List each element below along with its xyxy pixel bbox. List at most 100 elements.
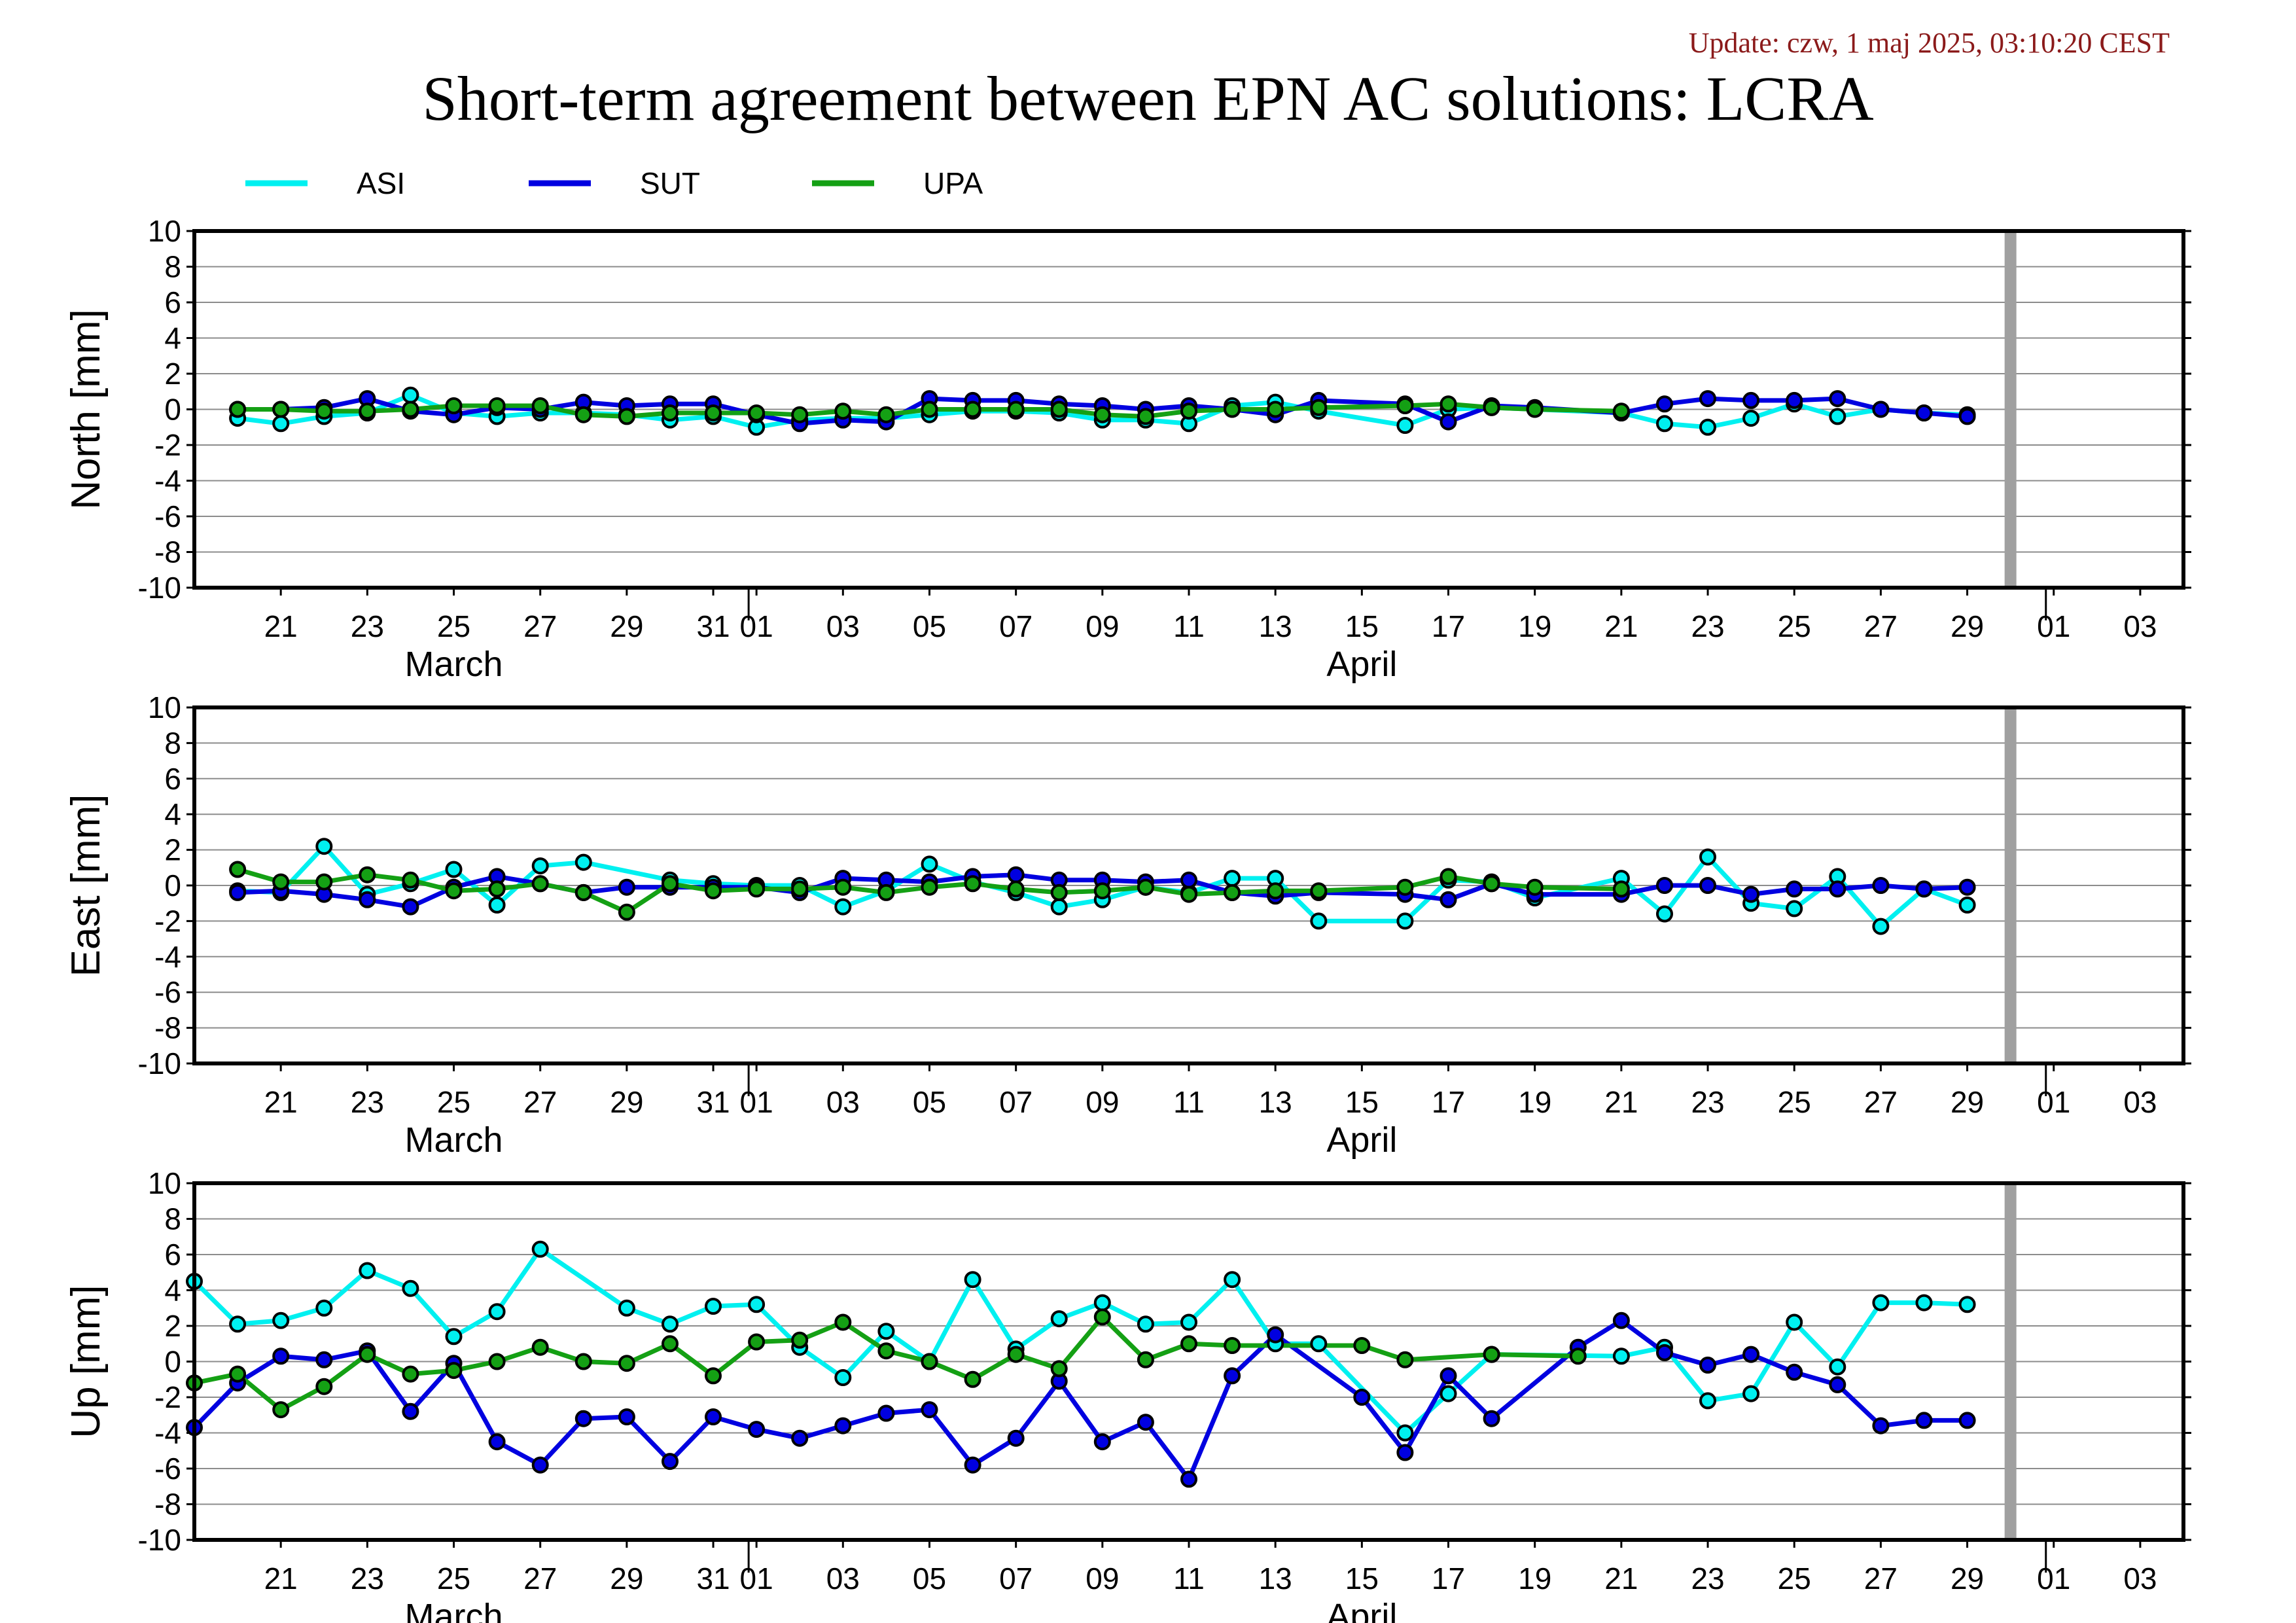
data-point-sut xyxy=(921,1401,938,1419)
data-point-upa xyxy=(531,1338,549,1356)
data-point-upa xyxy=(272,401,290,418)
x-tick-label: 01 xyxy=(2037,1561,2070,1596)
data-point-asi xyxy=(1786,1313,1803,1331)
data-point-upa xyxy=(531,875,549,893)
data-point-sut xyxy=(1180,1471,1197,1488)
data-point-upa xyxy=(662,875,679,893)
data-point-upa xyxy=(315,873,333,891)
data-point-upa xyxy=(1310,882,1328,900)
x-tick-label: 31 xyxy=(696,1085,730,1119)
data-point-upa xyxy=(1224,1337,1241,1354)
data-point-sut xyxy=(1483,1410,1500,1427)
data-point-asi xyxy=(1915,1294,1933,1311)
x-tick-label: 15 xyxy=(1345,1561,1379,1596)
month-label: March xyxy=(405,1120,503,1160)
y-tick-label: 8 xyxy=(164,1202,181,1236)
x-tick-label: 05 xyxy=(913,1561,946,1596)
x-tick-label: 19 xyxy=(1518,1561,1551,1596)
data-point-sut xyxy=(1786,1363,1803,1381)
data-point-sut xyxy=(1699,390,1716,408)
data-gap-bar xyxy=(2004,707,2017,1063)
y-tick-label: -6 xyxy=(154,975,181,1009)
data-point-upa xyxy=(1137,408,1154,425)
data-point-upa xyxy=(921,1353,938,1370)
y-tick-label: -8 xyxy=(154,1488,181,1522)
x-tick-label: 27 xyxy=(523,1085,557,1119)
data-point-asi xyxy=(402,386,419,404)
x-tick-label: 09 xyxy=(1086,1085,1119,1119)
y-tick-label: 8 xyxy=(164,726,181,760)
data-point-sut xyxy=(1872,877,1890,894)
x-tick-label: 17 xyxy=(1432,1085,1465,1119)
data-point-asi xyxy=(272,1311,290,1329)
x-tick-label: 09 xyxy=(1086,1561,1119,1596)
data-point-upa xyxy=(402,1365,419,1383)
x-tick-label: 29 xyxy=(610,1085,643,1119)
data-point-upa xyxy=(1180,885,1197,903)
data-point-sut xyxy=(574,1410,592,1427)
data-point-asi xyxy=(1050,898,1068,916)
data-point-asi xyxy=(1699,418,1716,436)
data-point-asi xyxy=(748,1296,766,1313)
y-tick-label: 8 xyxy=(164,250,181,284)
data-point-sut xyxy=(1439,1367,1457,1385)
data-point-sut xyxy=(1915,880,1933,898)
y-tick-label: 10 xyxy=(148,214,181,248)
data-point-upa xyxy=(877,1342,895,1360)
data-point-sut xyxy=(1267,1326,1284,1344)
data-point-upa xyxy=(1137,1351,1154,1368)
data-point-upa xyxy=(1007,1346,1025,1363)
data-point-sut xyxy=(618,878,635,896)
y-tick-label: -2 xyxy=(154,1380,181,1414)
x-tick-label: 23 xyxy=(1691,1085,1724,1119)
data-point-upa xyxy=(229,401,247,418)
data-point-sut xyxy=(1007,1429,1025,1447)
data-point-asi xyxy=(1872,1294,1890,1311)
data-point-sut xyxy=(1699,1356,1716,1374)
data-point-sut xyxy=(1958,1412,1976,1429)
data-point-sut xyxy=(1093,1433,1111,1451)
legend-item-asi: ASI xyxy=(245,166,405,200)
y-tick-label: -10 xyxy=(138,1523,181,1557)
data-point-upa xyxy=(272,873,290,891)
x-tick-label: 21 xyxy=(264,1561,298,1596)
data-point-upa xyxy=(1483,399,1500,416)
x-tick-label: 21 xyxy=(264,609,298,643)
x-tick-label: 21 xyxy=(1604,1561,1638,1596)
data-point-asi xyxy=(272,415,290,433)
data-point-asi xyxy=(834,1369,852,1386)
data-point-asi xyxy=(662,1315,679,1333)
data-point-upa xyxy=(1310,399,1328,416)
x-tick-label: 29 xyxy=(1951,1561,1984,1596)
y-tick-label: 2 xyxy=(164,1309,181,1343)
data-point-upa xyxy=(748,404,766,421)
data-point-asi xyxy=(1396,1424,1414,1442)
data-gap-bar xyxy=(2004,231,2017,588)
data-point-upa xyxy=(1050,883,1068,901)
x-tick-label: 23 xyxy=(1691,609,1724,643)
data-point-asi xyxy=(574,853,592,871)
data-point-asi xyxy=(445,1328,463,1346)
y-axis-label: Up [mm] xyxy=(63,1285,109,1438)
data-point-sut xyxy=(1007,866,1025,883)
x-tick-label: 25 xyxy=(437,1085,470,1119)
data-point-asi xyxy=(1699,1392,1716,1410)
data-point-asi xyxy=(1439,1385,1457,1402)
y-tick-label: -8 xyxy=(154,535,181,569)
data-point-upa xyxy=(1007,880,1025,898)
data-point-upa xyxy=(272,1401,290,1419)
series-line-asi xyxy=(237,844,1968,929)
y-tick-label: 10 xyxy=(148,690,181,724)
month-label: April xyxy=(1326,1120,1397,1160)
data-point-sut xyxy=(359,891,376,908)
x-tick-label: 31 xyxy=(696,1561,730,1596)
data-point-asi xyxy=(445,861,463,878)
data-point-asi xyxy=(488,1303,506,1321)
y-tick-label: 6 xyxy=(164,1238,181,1272)
data-point-upa xyxy=(662,1335,679,1353)
data-point-sut xyxy=(1786,391,1803,409)
data-point-upa xyxy=(359,866,376,883)
data-point-upa xyxy=(877,883,895,901)
y-tick-label: 6 xyxy=(164,762,181,796)
